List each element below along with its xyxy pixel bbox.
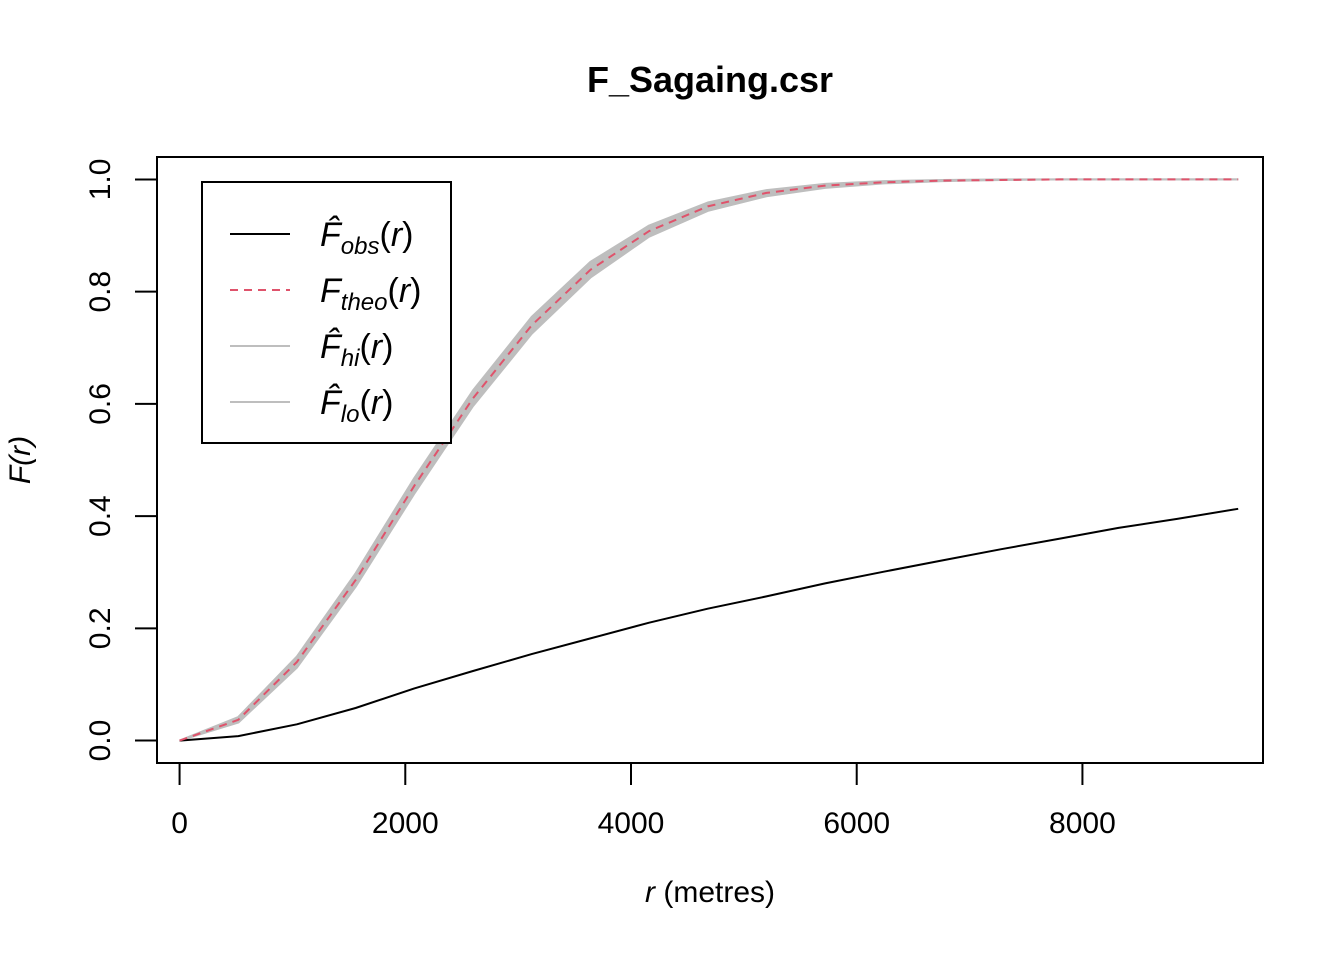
- legend-label-theo: Ftheo(r): [320, 272, 421, 316]
- legend-box: [201, 181, 452, 444]
- series-lines: [179, 178, 1239, 742]
- y-tick-label: 0.6: [84, 383, 117, 425]
- y-tick-label: 1.0: [84, 159, 117, 201]
- y-axis: 0.0 0.2 0.4 0.6 0.8 1.0: [84, 159, 158, 762]
- legend: F̂obs(r) Ftheo(r) F̂hi(r) F̂lo(r): [201, 181, 452, 444]
- y-tick-label: 0.4: [84, 495, 117, 537]
- x-tick-label: 6000: [823, 807, 890, 840]
- series-line-theo: [179, 178, 1239, 742]
- y-tick-label: 0.0: [84, 720, 117, 762]
- x-axis-label-var: r: [645, 876, 656, 909]
- x-axis-label: r (metres): [645, 876, 775, 909]
- x-tick-label: 0: [171, 807, 188, 840]
- x-axis-label-unit: (metres): [655, 876, 775, 909]
- x-tick-label: 8000: [1049, 807, 1116, 840]
- legend-label-hi: F̂hi(r): [320, 327, 393, 372]
- x-axis: 0 2000 4000 6000 8000: [171, 762, 1116, 840]
- chart-title: F_Sagaing.csr: [587, 59, 833, 100]
- y-tick-label: 0.8: [84, 271, 117, 313]
- legend-label-lo: F̂lo(r): [320, 383, 393, 428]
- y-axis-label: F(r): [4, 436, 37, 484]
- x-tick-label: 2000: [372, 807, 439, 840]
- legend-label-obs: F̂obs(r): [320, 215, 413, 260]
- y-tick-label: 0.2: [84, 607, 117, 649]
- series-line-obs: [179, 507, 1239, 742]
- x-tick-label: 4000: [598, 807, 665, 840]
